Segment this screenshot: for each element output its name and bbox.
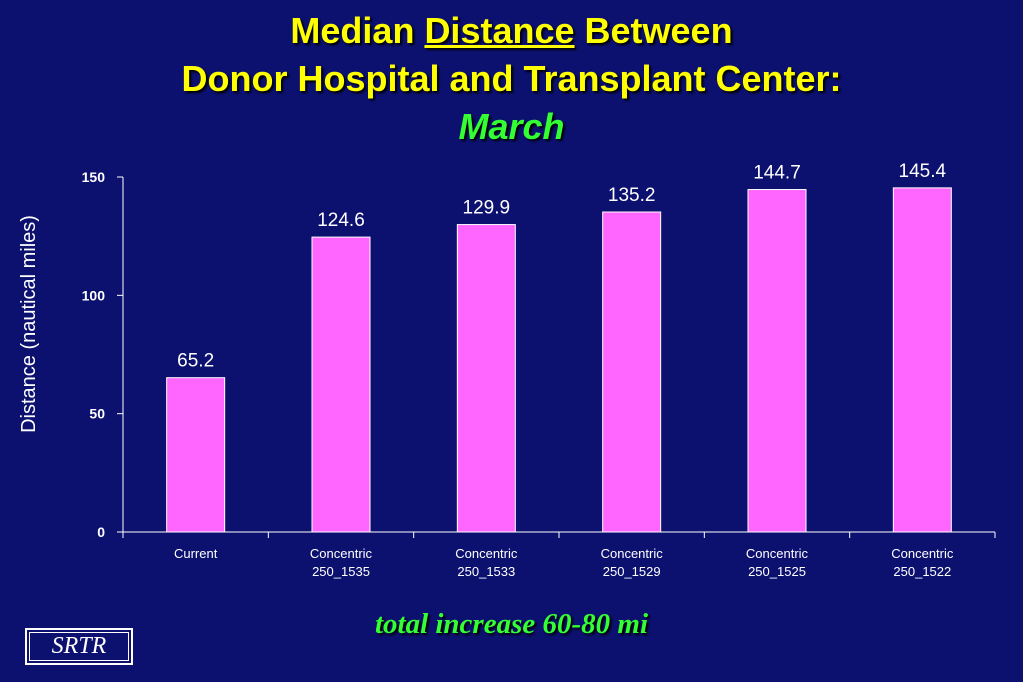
bar-6 bbox=[892, 187, 952, 533]
x-tick-label: Concentric bbox=[601, 546, 664, 561]
bar-2 bbox=[311, 236, 371, 533]
y-tick-label: 50 bbox=[89, 406, 105, 422]
y-tick-label: 100 bbox=[82, 287, 106, 303]
title-text-underlined: Distance bbox=[424, 10, 575, 51]
x-tick-label: 250_1525 bbox=[748, 564, 806, 579]
bar-3 bbox=[456, 224, 516, 533]
bars bbox=[166, 187, 952, 533]
data-label-1: 65.2 bbox=[177, 351, 214, 372]
x-tick-label: Current bbox=[174, 546, 218, 561]
x-tick-label: 250_1533 bbox=[457, 564, 515, 579]
x-tick-label: 250_1529 bbox=[603, 564, 661, 579]
x-tick-label: Concentric bbox=[310, 546, 373, 561]
logo-text: SRTR bbox=[51, 633, 107, 659]
chart-title-line1: Median Distance Between bbox=[0, 9, 1023, 53]
data-label-4: 135.2 bbox=[608, 185, 656, 206]
y-axis-label-group: Distance (nautical miles) bbox=[18, 215, 40, 433]
bar-1 bbox=[166, 377, 226, 533]
y-tick-label: 0 bbox=[97, 524, 105, 540]
srtr-logo: SRTR bbox=[25, 628, 133, 665]
x-tick-label: Concentric bbox=[746, 546, 809, 561]
bar-5 bbox=[747, 189, 807, 533]
title-text-before: Median bbox=[290, 10, 425, 51]
data-label-6: 145.4 bbox=[899, 161, 947, 182]
x-tick-label: Concentric bbox=[455, 546, 518, 561]
title-text-after: Between bbox=[574, 10, 733, 51]
bar-4 bbox=[602, 211, 662, 533]
chart-title-line2: Donor Hospital and Transplant Center: bbox=[181, 58, 842, 99]
y-axis-label: Distance (nautical miles) bbox=[18, 215, 40, 433]
chart-subtitle-month: March bbox=[458, 106, 565, 147]
data-label-3: 129.9 bbox=[463, 198, 511, 219]
x-tick-label: 250_1522 bbox=[893, 564, 951, 579]
data-label-2: 124.6 bbox=[317, 210, 365, 231]
axes: 0 50 100 150 bbox=[82, 169, 996, 540]
data-label-5: 144.7 bbox=[753, 163, 801, 184]
y-tick-label: 150 bbox=[82, 169, 106, 185]
footnote: total increase 60-80 mi bbox=[374, 608, 649, 640]
labels: 65.2 Current 124.6 Concentric 250_1535 129.9 C… bbox=[174, 161, 954, 579]
x-tick-label: 250_1535 bbox=[312, 564, 370, 579]
x-tick-label: Concentric bbox=[891, 546, 954, 561]
